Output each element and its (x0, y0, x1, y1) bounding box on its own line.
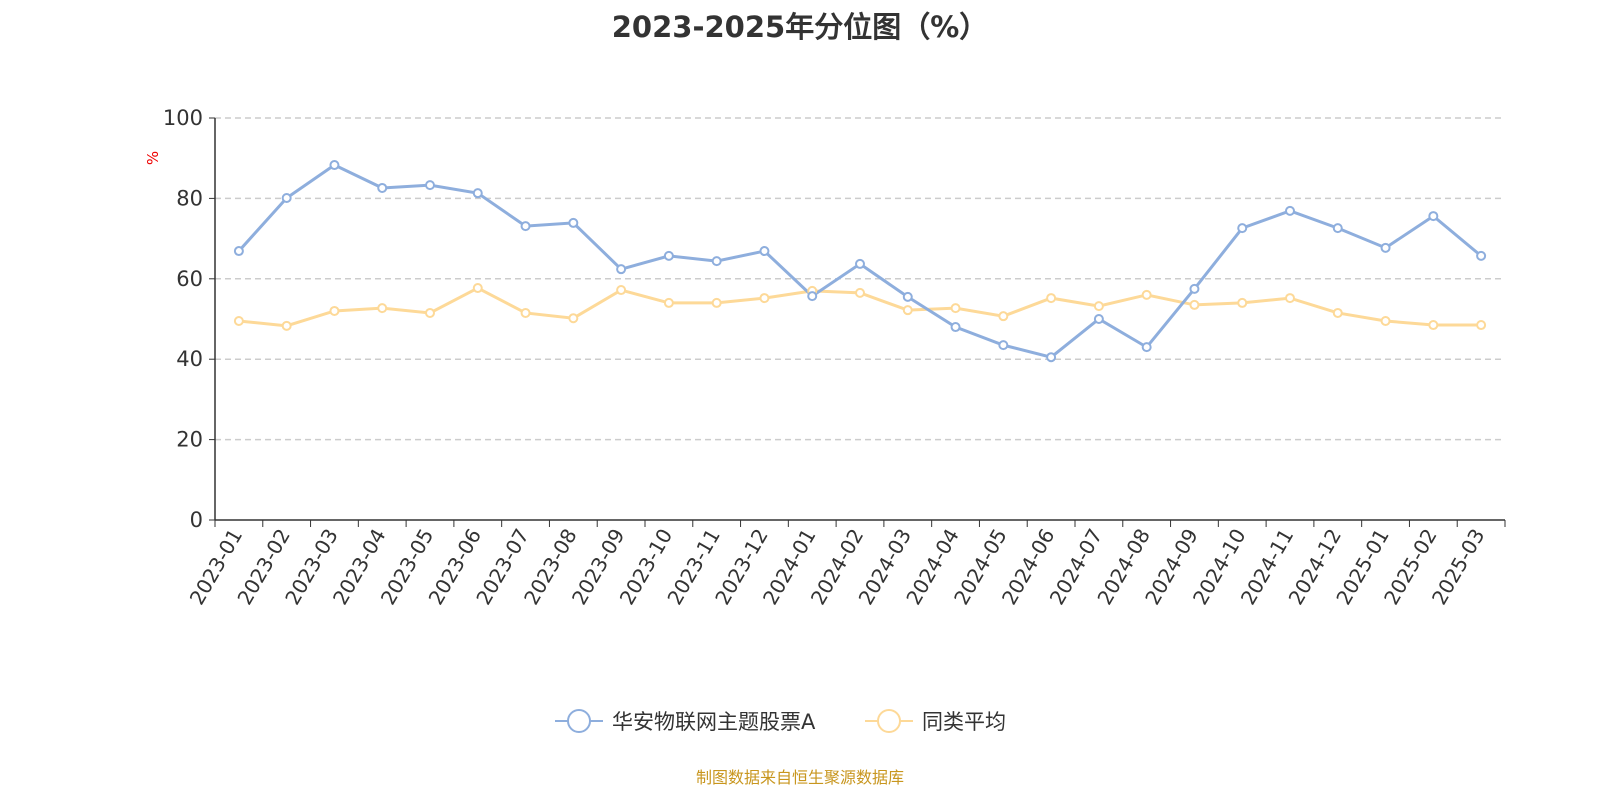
data-point (902, 291, 913, 302)
data-point (855, 258, 865, 269)
legend-item[interactable]: 同类平均 (865, 709, 1006, 734)
data-point (377, 182, 388, 193)
data-point (663, 297, 674, 308)
data-point (711, 256, 722, 267)
data-point (759, 246, 770, 257)
data-point (281, 192, 292, 203)
data-source-footer: 制图数据来自恒生聚源数据库 (695, 768, 904, 787)
data-point (1189, 283, 1200, 294)
data-point (902, 305, 913, 316)
data-point (855, 287, 865, 298)
data-point (472, 283, 483, 294)
data-point (425, 307, 435, 318)
data-point (1476, 320, 1487, 331)
chart-title: 2023-2025年分位图（%） (611, 10, 989, 44)
data-point (233, 316, 244, 327)
data-point (1476, 250, 1487, 261)
data-point (568, 217, 579, 228)
data-point (807, 291, 818, 302)
data-point (1046, 352, 1057, 363)
legend-circle-icon (567, 709, 591, 733)
data-point (329, 160, 340, 171)
data-point (711, 297, 722, 308)
data-point (616, 264, 627, 275)
y-tick-label: 80 (176, 186, 203, 210)
data-point (425, 180, 435, 191)
data-point (1332, 223, 1343, 234)
data-point (472, 188, 483, 199)
data-point (1237, 297, 1248, 308)
data-point (1189, 299, 1200, 310)
data-point (281, 320, 292, 331)
y-tick-label: 0 (190, 508, 203, 532)
data-point (1141, 289, 1152, 300)
legend-circle-icon (877, 709, 901, 733)
data-point (1380, 316, 1391, 327)
y-tick-label: 20 (176, 428, 203, 452)
legend-label: 华安物联网主题股票A (612, 710, 816, 734)
data-point (663, 250, 674, 261)
data-point (998, 311, 1009, 322)
data-point (568, 313, 579, 324)
data-point (520, 221, 531, 232)
data-point (520, 307, 531, 318)
data-point (1380, 242, 1391, 253)
data-point (759, 293, 770, 304)
data-point (1285, 205, 1295, 216)
data-point (950, 322, 961, 333)
data-point (1237, 223, 1248, 234)
data-point (1428, 211, 1439, 222)
legend-item[interactable]: 华安物联网主题股票A (555, 709, 816, 734)
y-tick-label: 60 (176, 267, 203, 291)
data-point (329, 305, 340, 316)
data-point (998, 340, 1009, 351)
data-point (616, 285, 627, 296)
y-tick-label: 40 (176, 347, 203, 371)
data-point (233, 246, 244, 257)
data-point (1093, 314, 1104, 324)
data-point (1332, 307, 1343, 318)
y-tick-label: 100 (163, 106, 203, 130)
data-point (950, 303, 961, 314)
legend-label: 同类平均 (922, 710, 1006, 734)
data-point (377, 303, 388, 314)
data-point (1046, 293, 1057, 304)
data-point (1093, 301, 1104, 312)
data-point (1285, 293, 1295, 304)
data-point (1428, 320, 1439, 331)
data-point (1141, 342, 1152, 353)
y-axis-label: % (144, 151, 162, 165)
